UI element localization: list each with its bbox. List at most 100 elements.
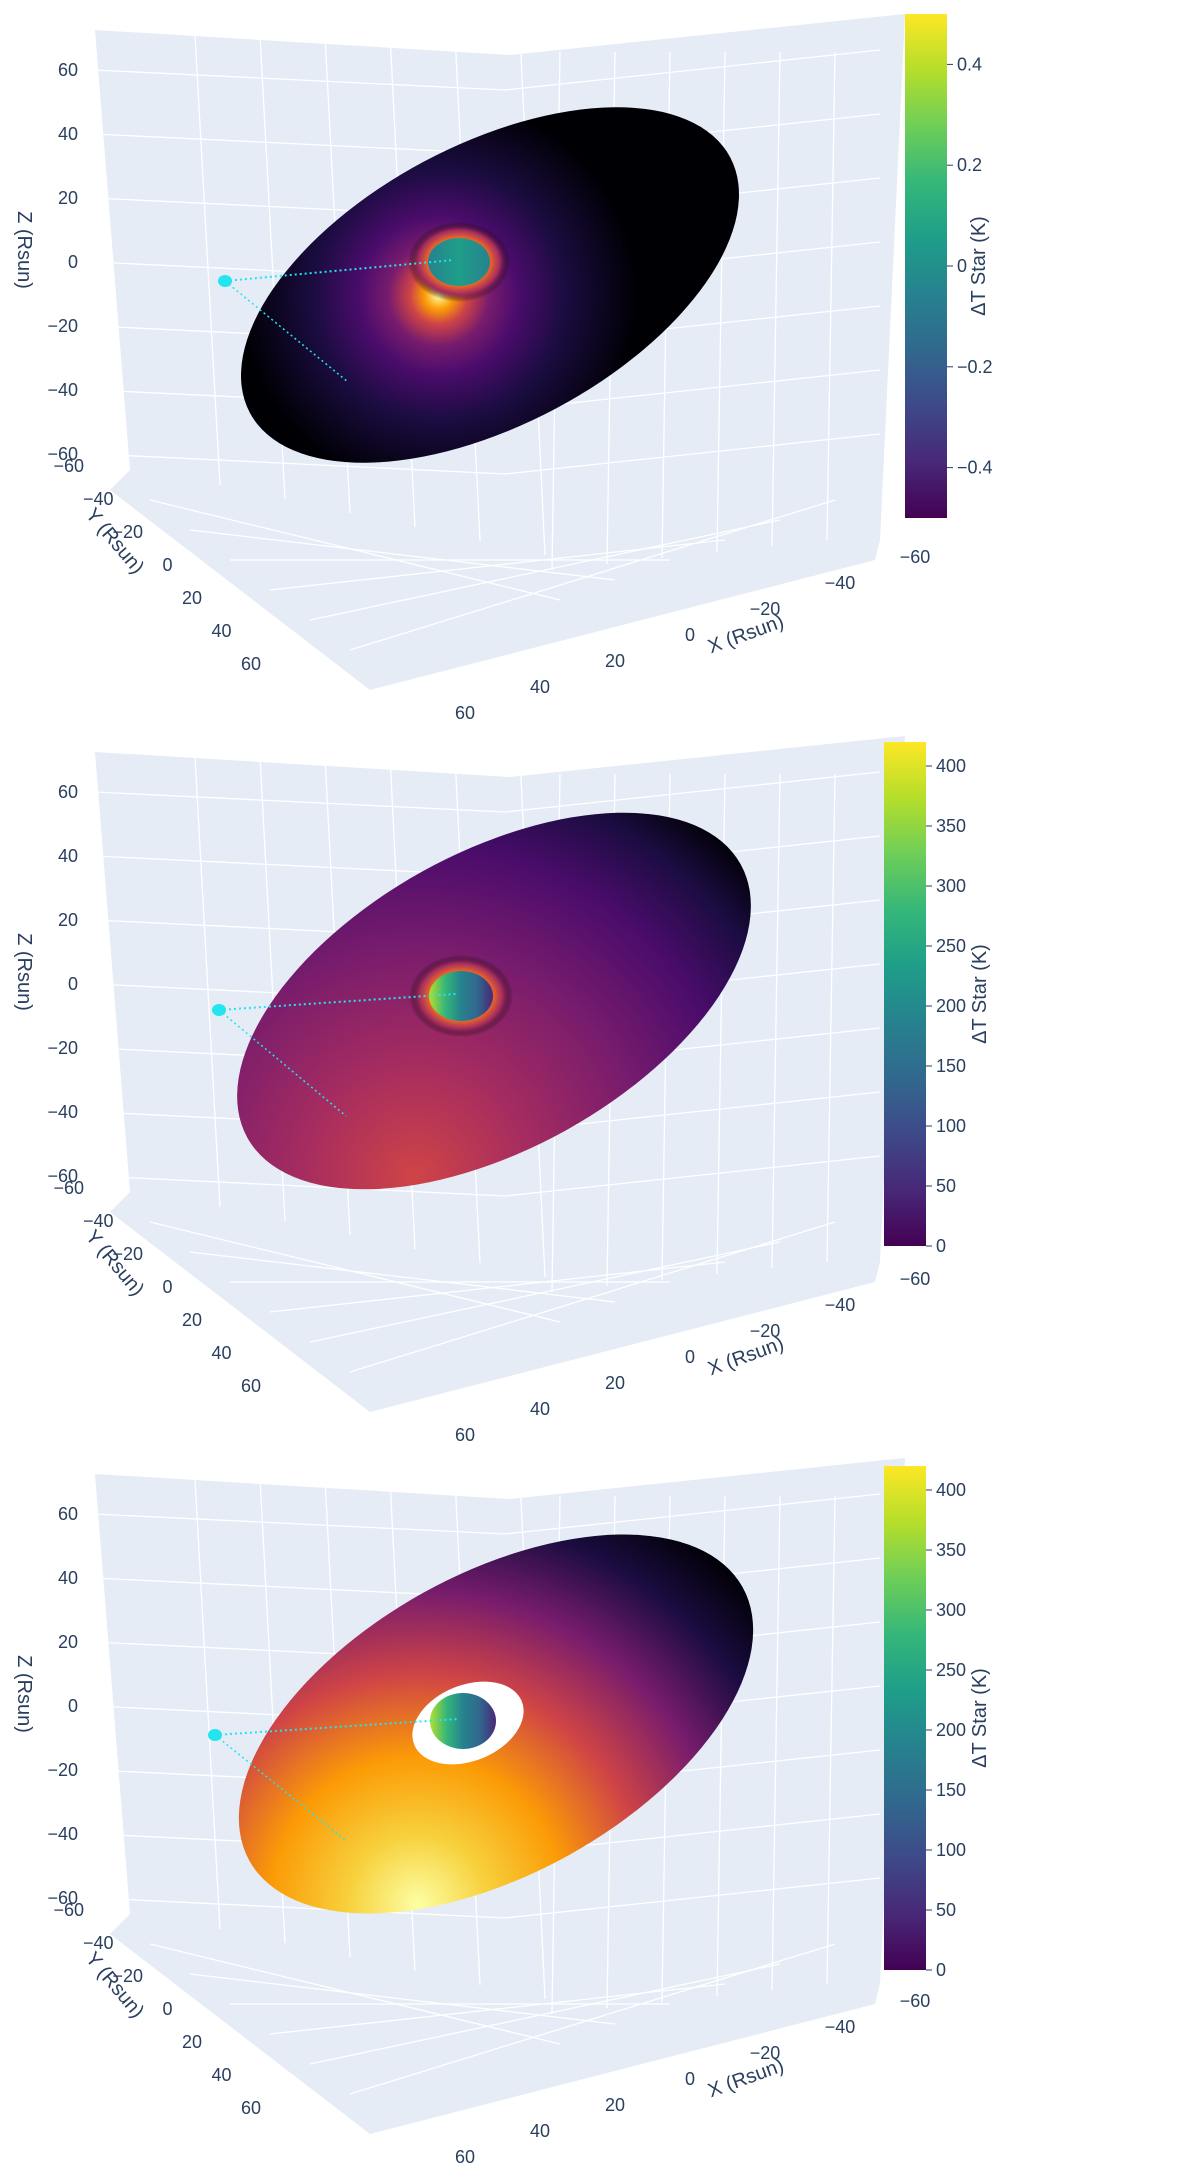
star-colorbar-tick-label: 0.2 bbox=[957, 155, 982, 175]
z-tick-label: −60 bbox=[47, 1166, 78, 1186]
x-tick-label: −40 bbox=[825, 2017, 856, 2037]
disk-colorbar-tick-label: 11k bbox=[0, 1444, 29, 1448]
star-colorbar-tick-label: 350 bbox=[936, 816, 966, 836]
y-gridline bbox=[826, 51, 836, 541]
star-surface[interactable] bbox=[428, 238, 490, 286]
disk-colorbar-tick-label: 16k bbox=[0, 722, 30, 726]
star-colorbar[interactable] bbox=[905, 14, 947, 518]
panel-2: 60 40 20 0 −20 −40 −60 Z (Rsun) −60 −40 −20 0 20 40 60… bbox=[0, 722, 1200, 1444]
scene-panel-1[interactable]: 60 40 20 0 −20 −40 −60 Z (Rsun) −60 −40 −20 0 20 40 60… bbox=[0, 0, 1200, 722]
disk-colorbar-tick-label: 10k bbox=[0, 722, 30, 726]
x-gridline bbox=[194, 1478, 221, 1930]
x-tick-label: −20 bbox=[750, 1321, 781, 1341]
z-gridline bbox=[94, 433, 881, 475]
disk-colorbar-tick-label: 14k bbox=[0, 722, 30, 726]
x-tick-label: −60 bbox=[900, 1269, 931, 1289]
line-of-sight bbox=[214, 1718, 459, 1736]
y-tick-label: 0 bbox=[162, 1999, 172, 2019]
x-tick-label: 20 bbox=[605, 1373, 625, 1393]
star-colorbar-tick-label: 200 bbox=[936, 996, 966, 1016]
disk-colorbar-tick-label: 10k bbox=[0, 0, 30, 4]
y-tick-label: −40 bbox=[83, 1211, 114, 1231]
observer-projection-line bbox=[224, 280, 349, 383]
z-tick-label: 60 bbox=[58, 782, 78, 802]
z-tick-label: −40 bbox=[47, 1102, 78, 1122]
x-tick-label: 60 bbox=[455, 1425, 475, 1444]
star-colorbar-title: ΔT Star (K) bbox=[969, 1668, 991, 1768]
disk-colorbar-tick-label: 13k bbox=[0, 1444, 30, 1448]
z-tick-label: 20 bbox=[58, 188, 78, 208]
x-axis-title: X (Rsun) bbox=[705, 1333, 787, 1381]
x-tick-label: 20 bbox=[605, 651, 625, 671]
line-of-sight bbox=[224, 259, 455, 282]
disk-colorbar-tick-label: 8k bbox=[0, 1444, 20, 1448]
disk-colorbar-tick-label: 15k bbox=[0, 0, 30, 4]
y-tick-label: 20 bbox=[182, 2032, 202, 2052]
star-colorbar[interactable] bbox=[884, 742, 926, 1246]
z-tick-label: −40 bbox=[47, 380, 78, 400]
y-tick-label: −40 bbox=[83, 489, 114, 509]
y-gridline bbox=[826, 1495, 836, 1985]
disk-colorbar-tick-label: 14k bbox=[0, 1444, 30, 1448]
x-tick-label: 0 bbox=[685, 1347, 695, 1367]
z-axis-title: Z (Rsun) bbox=[13, 211, 35, 289]
x-tick-label: 0 bbox=[685, 2069, 695, 2089]
floor-gridline bbox=[349, 1943, 836, 2095]
x-tick-label: 40 bbox=[530, 2121, 550, 2141]
y-tick-label: 0 bbox=[162, 1277, 172, 1297]
x-gridline bbox=[194, 756, 221, 1208]
disk-colorbar-title: T Disk (K) bbox=[1139, 0, 1200, 5]
z-tick-label: −20 bbox=[47, 1038, 78, 1058]
x-tick-label: −20 bbox=[750, 599, 781, 619]
star-surface[interactable] bbox=[429, 971, 493, 1021]
star-colorbar-tick-label: 50 bbox=[936, 1900, 956, 1920]
disk-colorbar-tick-label: 15k bbox=[0, 1444, 30, 1448]
z-tick-label: 20 bbox=[58, 910, 78, 930]
z-tick-label: −60 bbox=[47, 444, 78, 464]
z-tick-label: −60 bbox=[47, 1888, 78, 1908]
star-colorbar-tick-label: −0.4 bbox=[957, 458, 993, 478]
star-colorbar-tick-label: 350 bbox=[936, 1540, 966, 1560]
floor-gridline bbox=[189, 1973, 616, 2025]
star-colorbar-tick-label: 0 bbox=[936, 1236, 946, 1256]
floor-gridline bbox=[349, 1221, 836, 1373]
y-gridline bbox=[716, 51, 726, 553]
star-colorbar[interactable] bbox=[884, 1466, 926, 1970]
x-tick-label: −60 bbox=[900, 547, 931, 567]
star-colorbar-tick-label: 0 bbox=[936, 1960, 946, 1980]
y-tick-label: −20 bbox=[112, 1966, 143, 1986]
star-colorbar-tick-label: 100 bbox=[936, 1840, 966, 1860]
star-colorbar-tick-label: 100 bbox=[936, 1116, 966, 1136]
star-colorbar-title: ΔT Star (K) bbox=[968, 216, 990, 316]
star-colorbar-tick-label: −0.2 bbox=[957, 357, 993, 377]
x-tick-label: 0 bbox=[685, 625, 695, 645]
y-tick-label: 20 bbox=[182, 1310, 202, 1330]
observer-marker[interactable] bbox=[218, 275, 232, 287]
y-tick-label: 0 bbox=[162, 555, 172, 575]
floor-gridline bbox=[189, 1251, 616, 1303]
y-tick-label: 60 bbox=[241, 2098, 261, 2118]
disk-colorbar-tick-label: 12k bbox=[0, 1444, 30, 1448]
z-tick-label: 0 bbox=[68, 252, 78, 272]
star-surface[interactable] bbox=[430, 1693, 496, 1749]
star-colorbar-tick-label: 0 bbox=[957, 256, 967, 276]
x-tick-label: −60 bbox=[900, 1991, 931, 2011]
floor-gridline bbox=[309, 1963, 781, 2065]
y-gridline bbox=[826, 773, 836, 1263]
x-tick-label: 60 bbox=[455, 2147, 475, 2167]
y-tick-label: 40 bbox=[211, 621, 231, 641]
y-tick-label: −20 bbox=[112, 522, 143, 542]
star-colorbar-tick-label: 50 bbox=[936, 1176, 956, 1196]
x-axis-title: X (Rsun) bbox=[705, 611, 787, 659]
disk-colorbar-tick-label: 20k bbox=[0, 0, 30, 4]
y-tick-label: 40 bbox=[211, 1343, 231, 1363]
observer-marker[interactable] bbox=[208, 1729, 222, 1741]
z-tick-label: −20 bbox=[47, 1760, 78, 1780]
x-tick-label: 60 bbox=[455, 703, 475, 722]
y-tick-label: 60 bbox=[241, 654, 261, 674]
panel-1: 60 40 20 0 −20 −40 −60 Z (Rsun) −60 −40 −20 0 20 40 60… bbox=[0, 0, 1200, 722]
observer-marker[interactable] bbox=[212, 1004, 226, 1016]
y-tick-label: −40 bbox=[83, 1933, 114, 1953]
